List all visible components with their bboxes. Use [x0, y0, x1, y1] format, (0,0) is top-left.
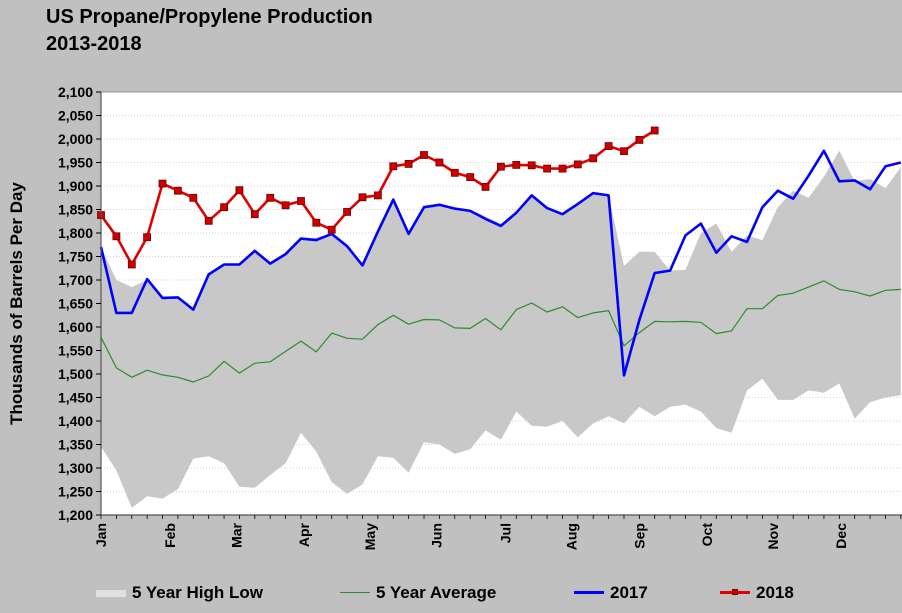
series-2018-marker — [543, 164, 551, 173]
series-2018-marker — [173, 186, 182, 195]
y-tick-label: 1,750 — [58, 249, 93, 265]
series-2018-marker — [466, 173, 475, 182]
series-2018-marker — [435, 158, 444, 167]
y-tick-labels: 1,200 1,250 1,300 1,350 1,400 1,450 1,500 1,550… — [58, 84, 93, 523]
x-tick-label: Sep — [631, 523, 647, 549]
series-2018-marker — [250, 210, 259, 219]
x-tick-label: Aug — [564, 523, 580, 550]
series-2018-marker — [650, 126, 659, 135]
series-2018-marker — [112, 232, 121, 241]
x-tick-label: Feb — [162, 523, 178, 548]
series-2018-marker — [450, 168, 459, 177]
y-tick-label: 1,850 — [58, 202, 93, 218]
series-2018-marker — [635, 135, 644, 144]
legend-label-2017: 2017 — [610, 583, 648, 602]
series-2018-marker — [573, 160, 582, 169]
series-2018-marker — [220, 203, 229, 212]
legend-swatch-high-low — [96, 586, 126, 600]
y-tick-label: 1,300 — [58, 460, 93, 476]
legend-swatch-average — [340, 586, 370, 600]
y-tick-label: 1,350 — [58, 437, 93, 453]
y-tick-label: 1,450 — [58, 390, 93, 406]
chart-title-line2: 2013-2018 — [46, 33, 142, 55]
series-5-year-average-line — [100, 280, 901, 383]
series-2017-layer — [99, 149, 902, 377]
y-axis-title: Thousands of Barrels Per Day — [7, 182, 26, 425]
series-2018-marker — [589, 154, 598, 163]
y-tick-label: 1,400 — [58, 413, 93, 429]
average-layer — [100, 280, 901, 383]
series-2018-marker — [620, 147, 628, 156]
axes — [96, 91, 902, 519]
series-2018-marker — [343, 207, 352, 216]
x-tick-label: May — [362, 523, 378, 550]
series-2018-marker — [373, 191, 382, 200]
y-tick-label: 2,050 — [58, 108, 93, 124]
chart-title-line1: US Propane/Propylene Production — [46, 6, 373, 28]
legend-item-average: 5 Year Average — [340, 578, 496, 608]
legend-swatch-2018 — [720, 586, 750, 600]
series-2018-marker — [158, 179, 167, 188]
y-tick-label: 1,500 — [58, 366, 93, 382]
legend-item-2018: 2018 — [720, 578, 794, 608]
legend-label-high-low: 5 Year High Low — [132, 583, 264, 602]
x-tick-label: Mar — [228, 522, 244, 547]
y-tick-label: 1,650 — [58, 296, 93, 312]
legend-item-high-low: 5 Year High Low — [96, 578, 263, 608]
series-2018-marker — [604, 142, 613, 151]
x-tick-label: Nov — [765, 523, 781, 550]
series-2018-marker — [389, 162, 398, 171]
y-tick-label: 1,200 — [58, 507, 93, 523]
series-2018-marker — [404, 159, 413, 168]
series-2018-marker — [281, 201, 290, 210]
series-2018-marker — [297, 197, 305, 205]
x-tick-label: Jun — [428, 523, 444, 548]
legend-label-average: 5 Year Average — [376, 583, 497, 602]
x-tick-label: Jul — [498, 523, 514, 543]
series-2018-marker — [327, 225, 336, 234]
y-tick-label: 2,000 — [58, 131, 93, 147]
chart-canvas: 1,200 1,250 1,300 1,350 1,400 1,450 1,500 1,550… — [7, 84, 902, 550]
series-2018-marker — [481, 182, 490, 191]
series-2018-marker — [189, 193, 198, 202]
y-tick-label: 1,950 — [58, 155, 93, 171]
series-2018-marker — [512, 160, 521, 169]
x-tick-label: Oct — [699, 523, 715, 547]
y-tick-label: 2,100 — [58, 84, 93, 100]
series-2018-marker — [235, 186, 244, 195]
legend-swatch-2017 — [574, 586, 604, 600]
series-2018-layer — [97, 126, 659, 269]
legend-label-2018: 2018 — [756, 583, 794, 602]
y-tick-label: 1,700 — [58, 272, 93, 288]
legend: 5 Year High Low 5 Year Average 2017 2018 — [0, 578, 902, 608]
series-2018-marker — [143, 233, 152, 242]
series-2018-marker — [127, 260, 136, 269]
series-2018-marker — [266, 193, 275, 202]
series-2017-line — [99, 149, 902, 377]
x-tick-labels: Jan Feb Mar Apr May Jun Jul Aug Sep Oct Nov Dec — [93, 522, 849, 550]
series-2018-marker — [204, 216, 213, 225]
series-2018-marker — [312, 218, 321, 227]
y-tick-label: 1,900 — [58, 178, 93, 194]
y-tick-label: 1,800 — [58, 225, 93, 241]
series-2018-marker — [527, 161, 536, 170]
y-tick-label: 1,550 — [58, 343, 93, 359]
series-2018-marker — [496, 162, 505, 171]
x-tick-label: Jan — [93, 523, 109, 547]
chart-title: US Propane/Propylene Production 2013-201… — [46, 4, 373, 58]
legend-item-2017: 2017 — [574, 578, 648, 608]
y-tick-label: 1,250 — [58, 484, 93, 500]
series-2018-marker — [358, 193, 367, 202]
x-tick-label: Dec — [833, 523, 849, 549]
series-2018-marker — [420, 151, 428, 159]
series-2018-marker — [558, 164, 567, 173]
y-tick-label: 1,600 — [58, 319, 93, 335]
x-tick-label: Apr — [296, 522, 312, 547]
